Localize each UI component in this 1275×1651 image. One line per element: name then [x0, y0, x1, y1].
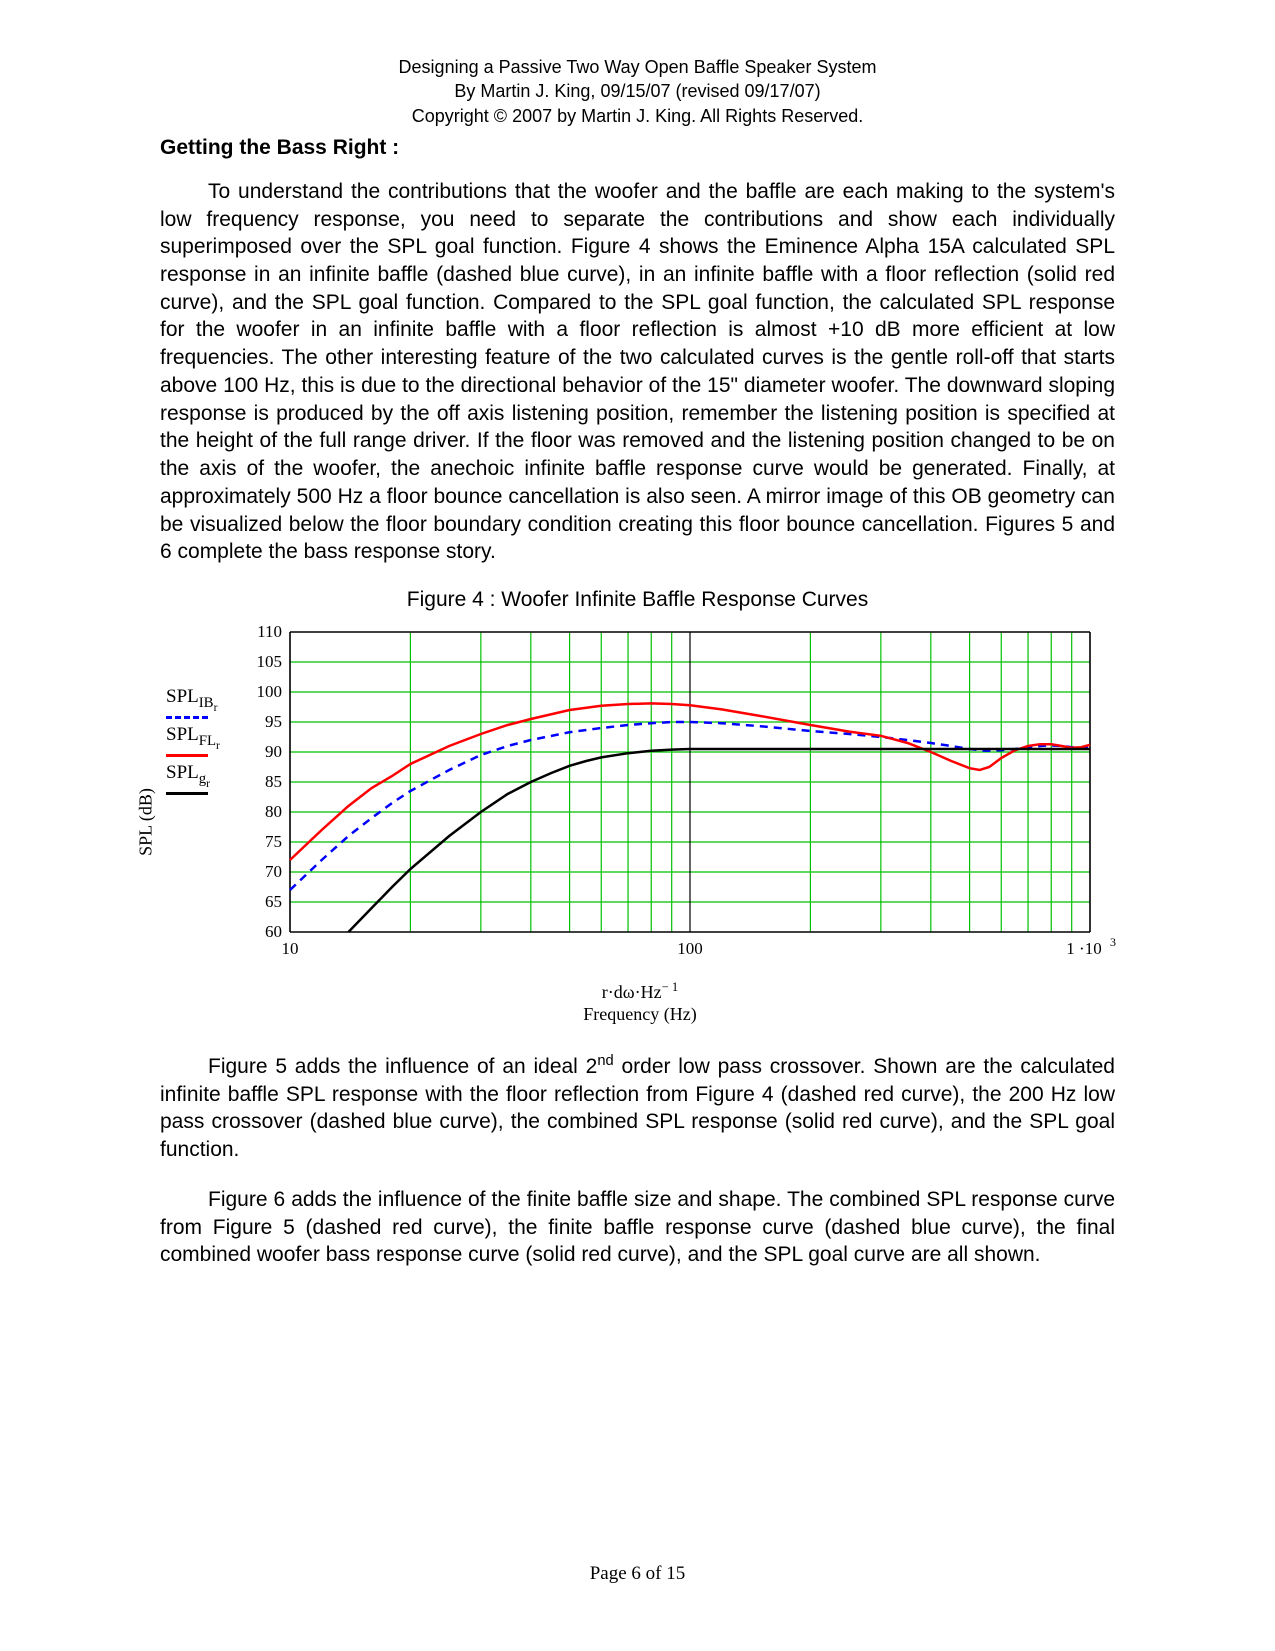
- legend-fl-line: [166, 754, 208, 757]
- legend-g-line: [166, 792, 208, 795]
- svg-text:75: 75: [265, 832, 282, 851]
- svg-text:80: 80: [265, 802, 282, 821]
- x-axis-expr: r·dω·Hz− 1: [583, 980, 696, 1004]
- figure-4-caption: Figure 4 : Woofer Infinite Baffle Respon…: [160, 588, 1115, 612]
- legend-ib-line: [166, 716, 208, 719]
- legend-ib-label: SPLIBr: [166, 686, 217, 714]
- page-header: Designing a Passive Two Way Open Baffle …: [160, 55, 1115, 128]
- svg-text:110: 110: [257, 622, 282, 641]
- svg-text:60: 60: [265, 922, 282, 941]
- page-footer: Page 6 of 15: [0, 1563, 1275, 1585]
- svg-text:10: 10: [282, 939, 299, 958]
- header-line-1: Designing a Passive Two Way Open Baffle …: [160, 55, 1115, 79]
- svg-text:90: 90: [265, 742, 282, 761]
- section-heading: Getting the Bass Right :: [160, 136, 1115, 160]
- y-axis-label: SPL (dB): [136, 788, 157, 856]
- svg-text:85: 85: [265, 772, 282, 791]
- legend-g-label: SPLgr: [166, 762, 210, 790]
- header-line-3: Copyright © 2007 by Martin J. King. All …: [160, 104, 1115, 128]
- paragraph-3: Figure 6 adds the influence of the finit…: [160, 1186, 1115, 1269]
- svg-text:100: 100: [677, 939, 703, 958]
- svg-text:3: 3: [1110, 935, 1116, 949]
- svg-text:95: 95: [265, 712, 282, 731]
- svg-text:65: 65: [265, 892, 282, 911]
- paragraph-2: Figure 5 adds the influence of an ideal …: [160, 1052, 1115, 1164]
- chart-legend: SPLIBr SPLFLr SPLgr: [166, 686, 220, 800]
- x-axis-sublabels: r·dω·Hz− 1 Frequency (Hz): [583, 980, 696, 1026]
- header-line-2: By Martin J. King, 09/15/07 (revised 09/…: [160, 79, 1115, 103]
- svg-text:1 ·10: 1 ·10: [1066, 939, 1101, 958]
- figure-4-chart: 60 65 70 75 80 85 90 95 100 105 110 10 100 1 ·10 3 SPL…: [160, 622, 1120, 1022]
- chart-svg: 60 65 70 75 80 85 90 95 100 105 110 10 100 1 ·10 3: [160, 622, 1120, 982]
- legend-fl-label: SPLFLr: [166, 724, 220, 752]
- svg-text:105: 105: [257, 652, 283, 671]
- x-axis-label: Frequency (Hz): [583, 1003, 696, 1026]
- svg-text:100: 100: [257, 682, 283, 701]
- paragraph-1: To understand the contributions that the…: [160, 178, 1115, 566]
- svg-text:70: 70: [265, 862, 282, 881]
